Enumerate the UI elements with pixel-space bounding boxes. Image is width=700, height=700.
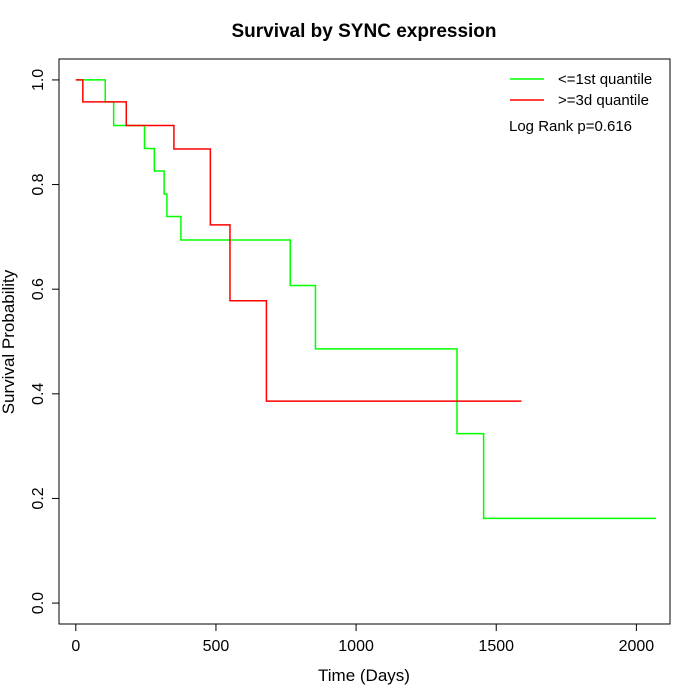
y-tick-label: 0.4 bbox=[30, 383, 47, 405]
y-tick-label: 0.2 bbox=[30, 487, 47, 509]
plot-frame bbox=[58, 58, 671, 625]
y-tick-label: 0.0 bbox=[30, 592, 47, 614]
y-tick-label: 0.8 bbox=[30, 173, 47, 195]
x-tick-label: 500 bbox=[203, 638, 230, 655]
legend-label: >=3d quantile bbox=[558, 92, 649, 109]
log-rank-annotation: Log Rank p=0.616 bbox=[509, 118, 632, 135]
y-axis-label: Survival Probability bbox=[0, 269, 18, 414]
series-layer bbox=[75, 79, 656, 520]
legend-label: <=1st quantile bbox=[558, 71, 652, 88]
x-axis-label: Time (Days) bbox=[318, 666, 410, 685]
x-tick-label: 1500 bbox=[478, 638, 514, 655]
survival-curve-1 bbox=[75, 79, 656, 520]
y-axis: 0.0 0.2 0.4 0.6 0.8 1.0 bbox=[30, 69, 60, 614]
y-tick-label: 0.6 bbox=[30, 278, 47, 300]
survival-curve-2 bbox=[75, 79, 522, 402]
x-tick-label: 2000 bbox=[619, 638, 655, 655]
x-axis: 0 500 1000 1500 2000 bbox=[71, 623, 655, 655]
chart-title: Survival by SYNC expression bbox=[231, 21, 496, 42]
y-tick-label: 1.0 bbox=[30, 69, 47, 91]
legend: <=1st quantile >=3d quantile bbox=[510, 71, 652, 109]
x-tick-label: 0 bbox=[71, 638, 80, 655]
x-tick-label: 1000 bbox=[338, 638, 374, 655]
